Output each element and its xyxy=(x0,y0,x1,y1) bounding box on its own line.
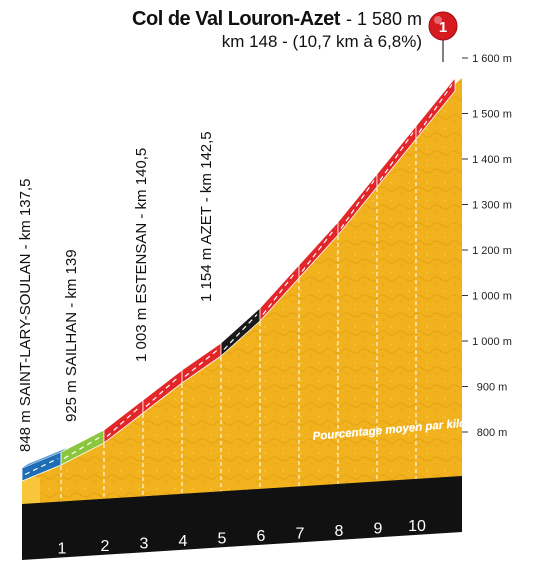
segment-center-line xyxy=(301,228,336,272)
waypoint-labels: 848 m SAINT-LARY-SOULAN - km 137,5 925 m … xyxy=(17,131,215,452)
km-tick-label: 10 xyxy=(408,518,426,535)
km-tick-label: 5 xyxy=(218,530,227,547)
altitude-tick-label: 1 300 m xyxy=(472,200,512,212)
km-gradient-label: 8,8 xyxy=(170,500,189,519)
climb-name: Col de Val Louron-Azet xyxy=(132,8,340,30)
gradient-labels: 5,1 2,5 6,2 8,8 7,9 9 7,8 8,4 7,1 6,4 8,5 xyxy=(28,483,459,528)
climb-subtitle: km 148 - (10,7 km à 6,8%) xyxy=(222,32,422,52)
waypoint-label: 1 003 m ESTENSAN - km 140,5 xyxy=(133,148,150,362)
gradient-ribbon xyxy=(21,76,456,482)
altitude-tick-label: 1 200 m xyxy=(472,245,512,257)
km-gradient-label: 6,2 xyxy=(131,502,150,521)
km-tick-label: 6 xyxy=(257,528,266,545)
km-tick-label: 3 xyxy=(140,535,149,552)
km-gradient-label: 8,5 xyxy=(440,483,459,502)
km-gradient-label: 5,1 xyxy=(28,509,47,528)
km-gradient-label: 2,5 xyxy=(89,505,108,524)
km-tick-label: 8 xyxy=(335,523,344,540)
km-tick-labels: 1 2 3 4 5 6 7 8 9 10 xyxy=(58,518,426,558)
altitude-axis: 800 m 900 m 1 000 m 1 000 m 1 200 m 1 300 m 1 … xyxy=(462,53,512,439)
altitude-tick-label: 1 000 m xyxy=(472,291,512,303)
ribbon-top-face xyxy=(22,448,67,468)
segment-center-line xyxy=(184,349,219,377)
km-gradient-label: 7,1 xyxy=(365,487,384,506)
climb-altitude: - 1 580 m xyxy=(345,9,422,29)
km-gradient-label: 8,4 xyxy=(326,490,346,509)
climb-stats: - (10,7 km à 6,8%) xyxy=(282,32,422,51)
waypoint-label: 848 m SAINT-LARY-SOULAN - km 137,5 xyxy=(17,179,34,452)
altitude-tick-label: 1 000 m xyxy=(472,336,512,348)
segment-center-line xyxy=(145,376,180,407)
summit-badge: 1 xyxy=(439,19,447,36)
segment-center-line xyxy=(106,406,141,437)
segment-center-line xyxy=(340,180,375,229)
segment-center-line xyxy=(418,84,453,133)
waypoint-label: 925 m SAILHAN - km 139 xyxy=(63,249,80,422)
altitude-tick-label: 1 600 m xyxy=(472,53,512,65)
km-tick-label: 2 xyxy=(101,538,110,555)
climb-title: Col de Val Louron-Azet - 1 580 m xyxy=(132,8,422,31)
km-tick-label: 7 xyxy=(296,525,305,542)
km-tick-label: 9 xyxy=(374,520,383,537)
segment-center-line xyxy=(379,132,414,181)
km-gradient-label: 9 xyxy=(254,495,262,514)
segment-center-line xyxy=(262,271,297,315)
summit-marker: 1 xyxy=(428,11,458,62)
terrain-side-face xyxy=(22,474,40,504)
segment-center-line xyxy=(63,435,102,460)
segment-center-line xyxy=(24,457,59,476)
km-gradient-label: 7,9 xyxy=(209,497,228,516)
waypoint-label: 1 154 m AZET - km 142,5 xyxy=(198,131,215,302)
terrain-area xyxy=(22,78,462,504)
altitude-tick-label: 1 500 m xyxy=(472,109,512,121)
base-band xyxy=(22,476,462,560)
km-gradient-label: 7,8 xyxy=(287,492,306,511)
segment-center-line xyxy=(223,314,258,350)
km-tick-label: 4 xyxy=(179,533,188,550)
km-tick-label: 1 xyxy=(58,541,67,558)
altitude-tick-label: 1 400 m xyxy=(472,154,512,166)
altitude-tick-label: 800 m xyxy=(477,427,508,439)
climb-km: km 148 xyxy=(221,32,278,51)
altitude-tick-label: 900 m xyxy=(477,382,508,394)
km-dividers xyxy=(60,140,417,502)
km-gradient-label: 6,4 xyxy=(404,485,424,504)
